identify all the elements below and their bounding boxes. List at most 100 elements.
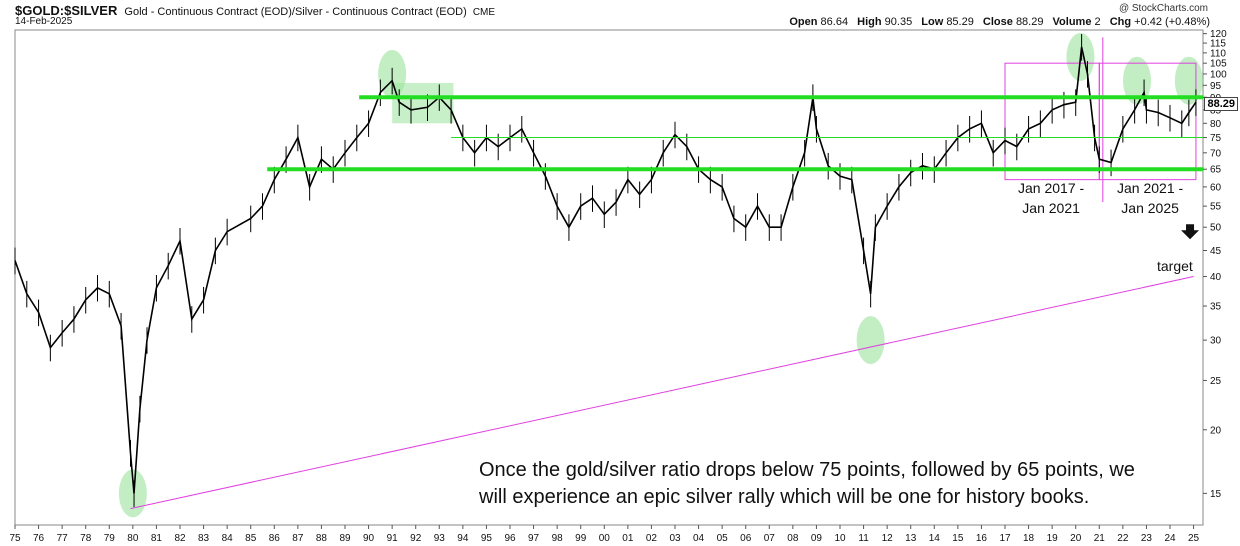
low-label: Low [921,16,944,28]
x-tick-label: 04 [693,533,705,544]
y-tick-label: 30 [1210,336,1222,347]
y-tick-label: 120 [1210,29,1227,40]
watermark: @ StockCharts.com [1118,3,1208,14]
ticker-symbol: $GOLD:$SILVER [15,3,118,18]
x-tick-label: 11 [858,533,869,544]
x-tick-label: 13 [905,533,917,544]
x-tick-label: 93 [434,533,446,544]
y-tick-label: 80 [1210,119,1222,130]
box2-label: Jan 2021 - Jan 2025 [1117,180,1184,216]
x-tick-label: 18 [1023,533,1035,544]
ohlc-readout: Open 86.64 High 90.35 Low 85.29 Close 88… [783,16,1210,28]
y-tick-label: 60 [1210,182,1222,193]
x-tick-label: 87 [292,533,304,544]
open-label: Open [789,16,818,28]
x-tick-label: 75 [9,533,21,544]
x-tick-label: 22 [1117,533,1129,544]
y-tick-label: 45 [1210,246,1222,257]
x-tick-label: 94 [457,533,469,544]
x-tick-label: 02 [646,533,658,544]
y-tick-label: 55 [1210,202,1222,213]
chg-value: +0.42 (+0.48%) [1134,16,1210,28]
x-tick-label: 86 [269,533,281,544]
volume-label: Volume [1052,16,1092,28]
x-tick-label: 09 [811,533,823,544]
close-value: 88.29 [1015,16,1044,28]
x-tick-label: 01 [622,533,634,544]
x-tick-label: 98 [552,533,564,544]
y-tick-label: 75 [1210,133,1222,144]
x-tick-label: 00 [599,533,611,544]
x-tick-label: 82 [174,533,186,544]
last-price-tag: 88.29 [1204,97,1238,111]
x-tick-label: 91 [387,533,399,544]
x-tick-label: 77 [57,533,69,544]
y-tick-label: 15 [1210,489,1222,500]
highlight-ellipse [856,316,885,365]
x-tick-label: 79 [104,533,116,544]
y-tick-label: 100 [1210,69,1227,80]
x-tick-label: 15 [952,533,964,544]
y-tick-label: 25 [1210,376,1222,387]
y-tick-label: 35 [1210,302,1222,313]
x-tick-label: 78 [80,533,92,544]
x-tick-label: 25 [1188,533,1200,544]
chart-header: $GOLD:$SILVER Gold - Continuous Contract… [15,3,495,18]
target-arrow-icon [1181,224,1200,240]
low-value: 85.29 [946,16,974,28]
high-value: 90.35 [884,16,913,28]
x-tick-label: 06 [740,533,752,544]
x-tick-label: 85 [245,533,257,544]
open-value: 86.64 [820,16,849,28]
x-tick-label: 16 [976,533,988,544]
x-tick-label: 90 [363,533,375,544]
y-tick-label: 70 [1210,148,1222,159]
x-tick-label: 21 [1094,533,1106,544]
y-tick-label: 20 [1210,425,1222,436]
x-tick-label: 17 [999,533,1011,544]
close-label: Close [982,16,1013,28]
high-label: High [857,16,882,28]
x-tick-label: 20 [1070,533,1082,544]
plot-frame [14,29,1204,526]
x-tick-label: 24 [1164,533,1176,544]
chg-label: Chg [1109,16,1132,28]
y-tick-label: 115 [1210,39,1226,50]
x-tick-label: 89 [339,533,351,544]
x-tick-label: 05 [717,533,729,544]
x-tick-label: 81 [151,533,163,544]
price-line [14,46,1197,494]
y-tick-label: 105 [1210,59,1227,70]
x-tick-label: 83 [198,533,210,544]
x-tick-label: 19 [1047,533,1059,544]
y-tick-label: 110 [1210,48,1226,59]
highlight-ellipse [118,469,147,518]
exchange-label: CME [472,7,496,18]
chart-date: 14-Feb-2025 [15,16,73,27]
x-tick-label: 10 [834,533,846,544]
x-tick-label: 14 [929,533,941,544]
target-label: target [1157,258,1193,274]
x-tick-label: 92 [410,533,422,544]
volume-value: 2 [1094,16,1101,28]
annotation-text: Once the gold/silver ratio drops below 7… [479,459,1135,508]
y-tick-label: 65 [1210,165,1222,176]
x-tick-label: 95 [481,533,493,544]
x-tick-label: 12 [882,533,894,544]
x-tick-label: 97 [528,533,540,544]
box1-label: Jan 2017 - Jan 2021 [1018,180,1085,216]
y-tick-label: 40 [1210,272,1222,283]
chart-description: Gold - Continuous Contract (EOD)/Silver … [124,6,467,18]
x-tick-label: 76 [33,533,45,544]
x-tick-label: 99 [575,533,587,544]
x-tick-label: 07 [764,533,776,544]
y-tick-label: 95 [1210,81,1222,92]
x-tick-label: 80 [127,533,139,544]
range-box-2021-2025 [1098,62,1197,181]
x-tick-label: 88 [316,533,328,544]
x-tick-label: 08 [787,533,799,544]
x-tick-label: 96 [504,533,516,544]
x-tick-label: 03 [669,533,681,544]
x-tick-label: 23 [1141,533,1153,544]
